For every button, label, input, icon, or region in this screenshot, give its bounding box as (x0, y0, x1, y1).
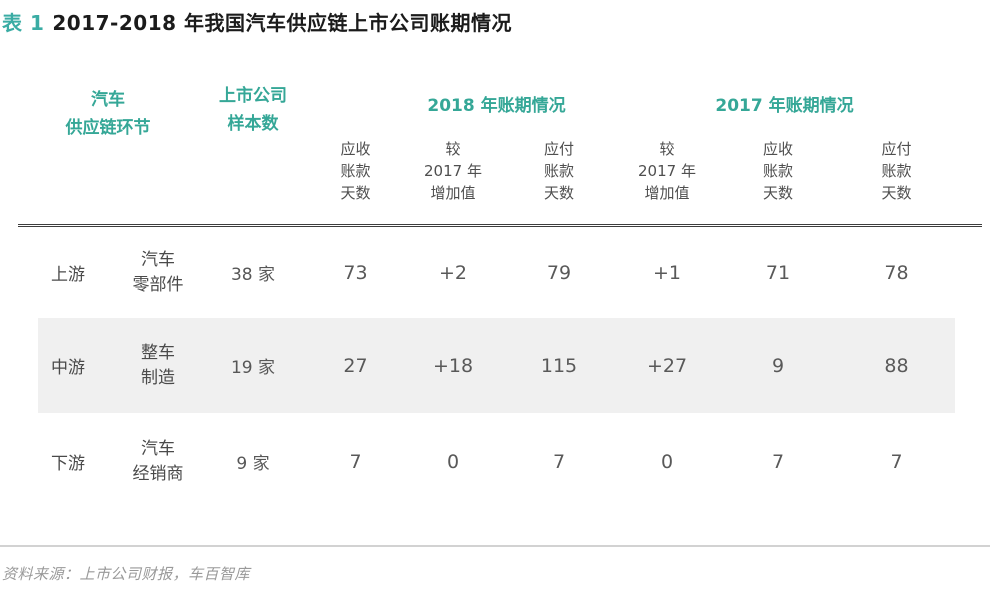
cell-2018-payable: 7 (552, 450, 566, 473)
source-note: 资料来源：上市公司财报，车百智库 (2, 565, 251, 583)
cell-2018-payable: 115 (540, 354, 578, 377)
cell-tier: 上游 (51, 265, 85, 285)
cell-2018-receivable: 7 (349, 450, 362, 473)
cell-2017-receivable: 9 (771, 354, 785, 377)
subheader-2018-payable-days: 应付 账款 天数 (543, 140, 574, 202)
subheader-2017-payable-days: 应付 账款 天数 (881, 140, 912, 202)
cell-2017-receivable: 7 (771, 450, 785, 473)
cell-2017-payable: 78 (884, 261, 909, 284)
table-row-midstream: 中游 整车 制造 19 家 27 +18 115 +27 9 88 (18, 318, 982, 413)
cell-2017-receivable: 71 (765, 261, 791, 284)
header-divider-rule (18, 224, 982, 227)
cell-2018-receivable: 27 (343, 354, 368, 377)
cell-segment: 汽车 经销商 (132, 438, 184, 484)
payment-terms-table: 汽车 供应链环节 上市公司 样本数 2018 年账期情况 2017 年账期情况 … (18, 70, 982, 510)
subheader-2017-increase: 较 2017 年增加值 (638, 140, 696, 202)
cell-2017-increase: 0 (660, 450, 674, 473)
subheader-2017-receivable-days: 应收 账款 天数 (762, 140, 793, 202)
group-header-2018: 2018 年账期情况 (427, 96, 566, 116)
subheader-2018-increase: 较 2017 年增加值 (424, 140, 482, 202)
subheader-2018-receivable-days: 应收 账款 天数 (340, 140, 371, 202)
cell-sample-count: 38 家 (230, 265, 276, 285)
page-title: 表 1 2017-2018 年我国汽车供应链上市公司账期情况 (0, 0, 1000, 36)
cell-2018-receivable: 73 (343, 261, 368, 284)
cell-2018-increase: 0 (446, 450, 460, 473)
cell-2017-payable: 7 (890, 450, 903, 473)
cell-segment: 整车 制造 (141, 342, 175, 388)
cell-2017-increase: +27 (646, 354, 688, 377)
cell-2018-payable: 79 (546, 261, 572, 284)
cell-tier: 下游 (51, 454, 85, 474)
table-number-tag: 表 1 (2, 11, 45, 35)
cell-segment: 汽车 零部件 (132, 249, 184, 295)
table-row-upstream: 上游 汽车 零部件 38 家 73 +2 79 +1 71 78 (18, 227, 982, 318)
cell-sample-count: 19 家 (230, 358, 276, 378)
cell-2017-increase: +1 (652, 261, 681, 284)
group-header-2017: 2017 年账期情况 (715, 96, 854, 116)
cell-tier: 中游 (51, 358, 85, 378)
cell-2018-increase: +18 (432, 354, 474, 377)
cell-sample-count: 9 家 (236, 454, 270, 474)
table-row-downstream: 下游 汽车 经销商 9 家 7 0 7 0 7 7 (18, 413, 982, 510)
column-header-sample-count: 上市公司 样本数 (219, 86, 287, 134)
table-title-text: 2017-2018 年我国汽车供应链上市公司账期情况 (52, 11, 512, 35)
column-header-supply-chain: 汽车 供应链环节 (65, 90, 151, 138)
table-header: 汽车 供应链环节 上市公司 样本数 2018 年账期情况 2017 年账期情况 … (18, 70, 982, 202)
cell-2018-increase: +2 (438, 261, 467, 284)
cell-2017-payable: 88 (884, 354, 909, 377)
footer-divider-rule (0, 545, 990, 547)
